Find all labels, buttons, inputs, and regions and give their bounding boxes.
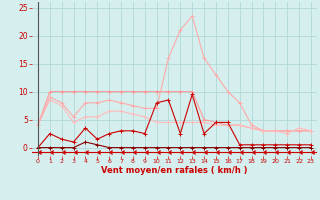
X-axis label: Vent moyen/en rafales ( km/h ): Vent moyen/en rafales ( km/h ) [101,166,248,175]
